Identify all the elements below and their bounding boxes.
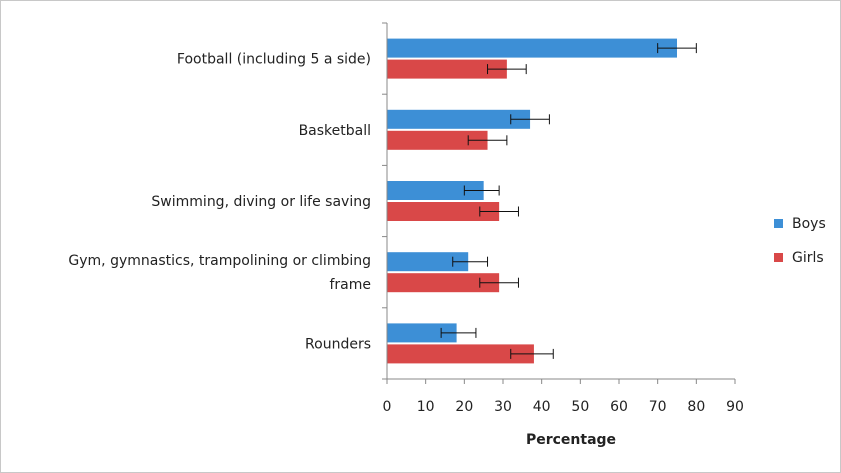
x-axis-title: Percentage [526,432,616,448]
legend-label-girls: Girls [792,250,824,266]
category-label-3-line-0: Gym, gymnastics, trampolining or climbin… [68,253,371,269]
bar-girls-1 [387,130,488,150]
bar-girls-4 [387,344,534,364]
bar-boys-0 [387,38,677,58]
category-label-3-line-1: frame [329,277,371,293]
category-label-4: Rounders [305,336,371,352]
bar-boys-4 [387,323,457,343]
x-tick-label-4: 40 [533,399,551,415]
x-tick-label-8: 80 [687,399,705,415]
x-tick-label-7: 70 [649,399,667,415]
bar-boys-3 [387,252,469,272]
category-label-1: Basketball [299,123,371,139]
legend-swatch-boys [774,219,783,228]
bar-girls-3 [387,273,500,293]
legend-swatch-girls [774,253,783,262]
x-tick-label-3: 30 [494,399,512,415]
x-tick-label-5: 50 [571,399,589,415]
bar-boys-1 [387,109,531,129]
bar-girls-2 [387,202,500,221]
legend-label-boys: Boys [792,216,826,232]
bar-girls-0 [387,59,507,79]
x-tick-label-9: 90 [726,399,744,415]
x-tick-label-6: 60 [610,399,628,415]
category-label-2: Swimming, diving or life saving [151,194,371,210]
x-tick-label-1: 10 [417,399,435,415]
category-label-0: Football (including 5 a side) [177,52,371,68]
bar-boys-2 [387,181,484,200]
x-tick-label-2: 20 [455,399,473,415]
x-tick-label-0: 0 [383,399,392,415]
